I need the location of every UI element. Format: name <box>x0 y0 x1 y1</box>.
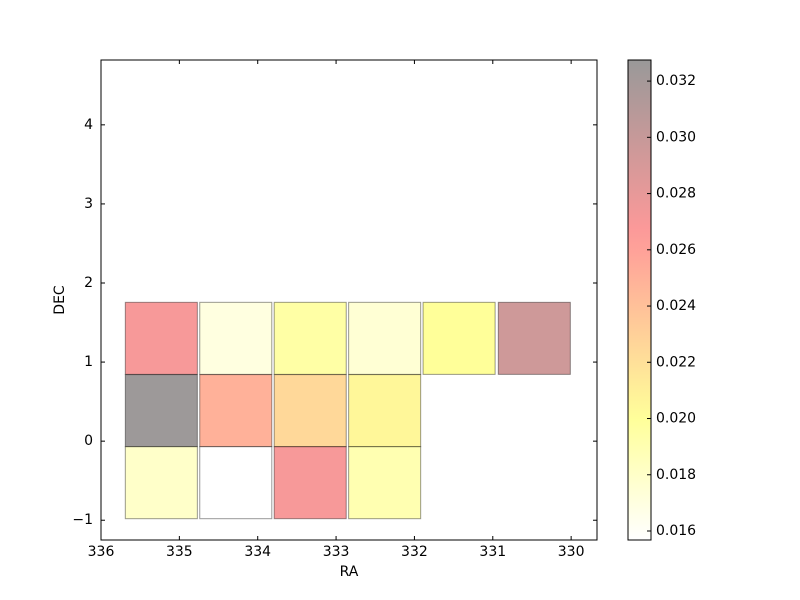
heatmap-cell <box>348 374 422 448</box>
heatmap-cell <box>199 374 273 448</box>
y-tick-label: −1 <box>72 512 93 528</box>
colorbar-tick-label: 0.030 <box>656 129 696 145</box>
y-tick-label: 3 <box>84 196 93 212</box>
heatmap-cell <box>497 301 571 375</box>
colorbar-tick-label: 0.032 <box>656 73 696 89</box>
heatmap-cell <box>273 446 347 520</box>
colorbar <box>627 59 652 541</box>
heatmap-cell <box>348 301 422 375</box>
y-axis-label: DEC <box>52 285 68 315</box>
heatmap-cell <box>273 301 347 375</box>
y-tick-label: 4 <box>84 117 93 133</box>
heatmap-cell <box>124 446 198 520</box>
colorbar-tick-label: 0.024 <box>656 298 696 314</box>
y-tick-label: 1 <box>84 354 93 370</box>
y-tick-label: 2 <box>84 275 93 291</box>
colorbar-tick-label: 0.022 <box>656 354 696 370</box>
heatmap-cell <box>273 374 347 448</box>
heatmap-cell <box>199 446 273 520</box>
heatmap-cell <box>124 374 198 448</box>
plot-frame <box>100 59 598 541</box>
x-tick-label: 336 <box>88 544 115 560</box>
heatmap-cell <box>348 446 422 520</box>
colorbar-tick-label: 0.018 <box>656 467 696 483</box>
y-tick-label: 0 <box>84 433 93 449</box>
x-tick-label: 334 <box>244 544 271 560</box>
x-tick-label: 330 <box>558 544 585 560</box>
x-axis-label: RA <box>340 564 359 580</box>
heatmap-cell <box>422 301 496 375</box>
colorbar-tick-label: 0.028 <box>656 186 696 202</box>
heatmap-cell <box>124 301 198 375</box>
x-tick-label: 335 <box>166 544 193 560</box>
x-tick-label: 331 <box>479 544 506 560</box>
heatmap-cell <box>199 301 273 375</box>
colorbar-tick-label: 0.016 <box>656 523 696 539</box>
x-tick-label: 332 <box>401 544 428 560</box>
colorbar-tick-label: 0.020 <box>656 411 696 427</box>
x-tick-label: 333 <box>323 544 350 560</box>
colorbar-tick-label: 0.026 <box>656 242 696 258</box>
